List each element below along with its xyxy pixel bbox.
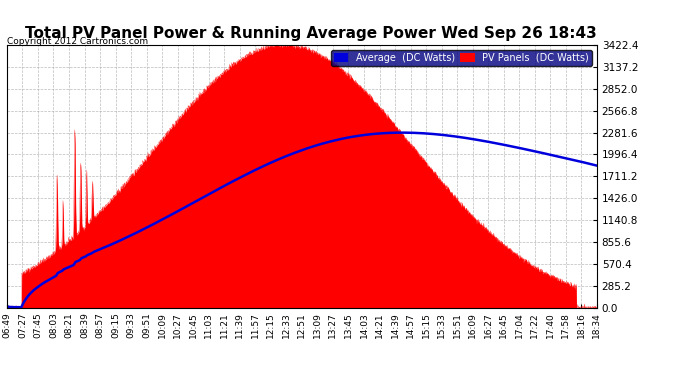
Text: Total PV Panel Power & Running Average Power Wed Sep 26 18:43: Total PV Panel Power & Running Average P… (25, 26, 596, 41)
Text: Copyright 2012 Cartronics.com: Copyright 2012 Cartronics.com (7, 38, 148, 46)
Legend: Average  (DC Watts), PV Panels  (DC Watts): Average (DC Watts), PV Panels (DC Watts) (331, 50, 592, 66)
